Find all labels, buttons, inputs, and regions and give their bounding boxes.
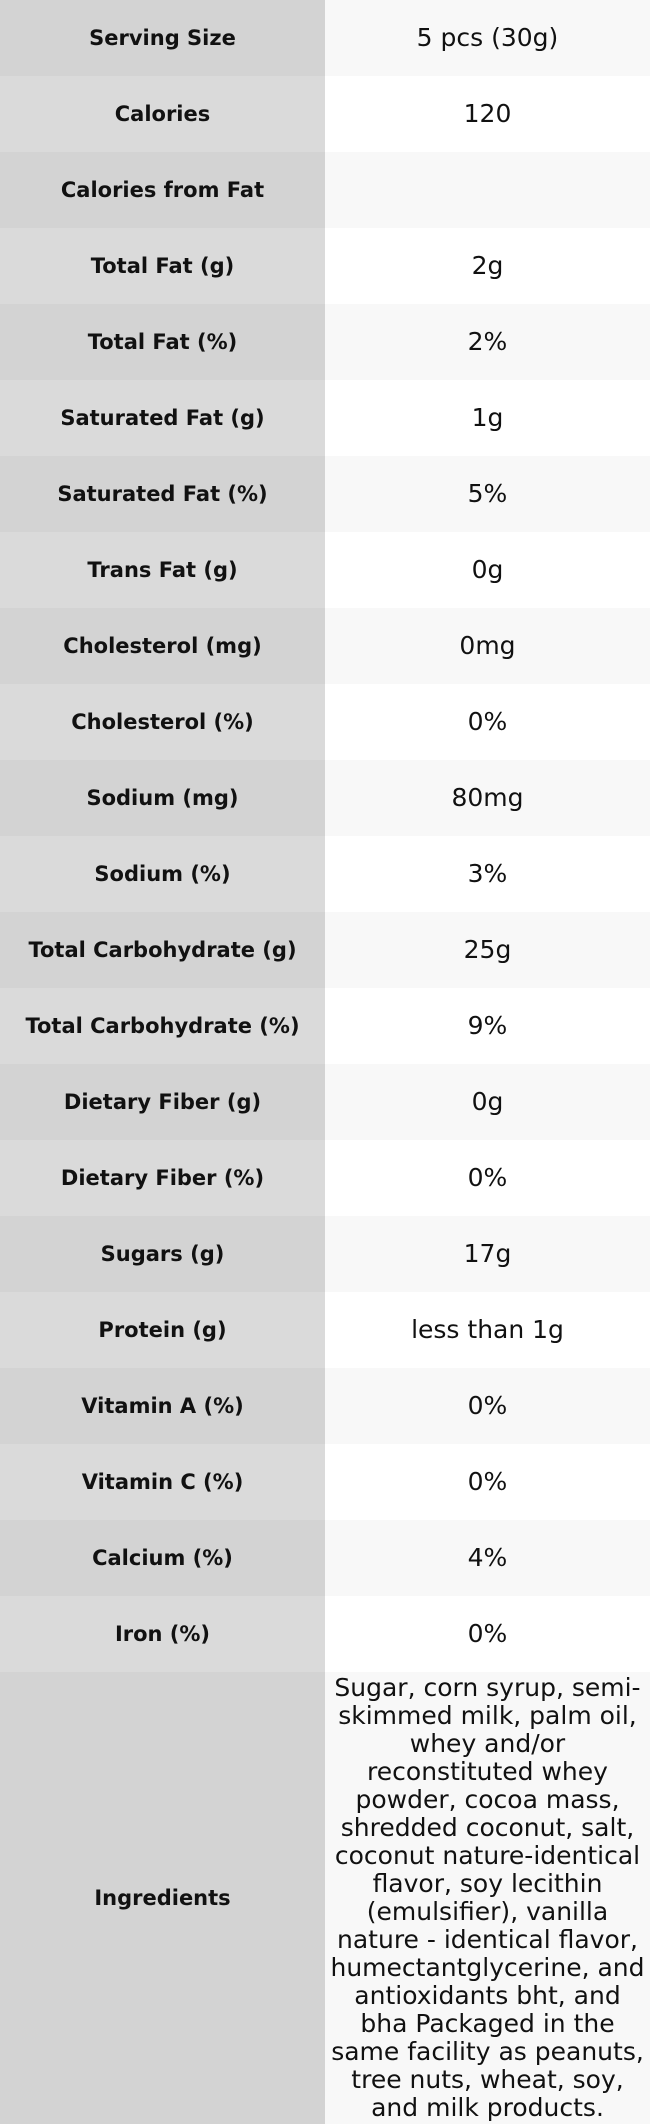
row-label: Dietary Fiber (%) <box>0 1140 325 1216</box>
table-row: Total Carbohydrate (g) 25g <box>0 912 650 988</box>
row-label: Calories <box>0 76 325 152</box>
table-row: Trans Fat (g) 0g <box>0 532 650 608</box>
row-value: 0mg <box>325 608 650 684</box>
row-label: Cholesterol (mg) <box>0 608 325 684</box>
row-value: 0% <box>325 1368 650 1444</box>
table-row: Cholesterol (%) 0% <box>0 684 650 760</box>
row-value: 2% <box>325 304 650 380</box>
row-label: Sodium (%) <box>0 836 325 912</box>
row-label: Trans Fat (g) <box>0 532 325 608</box>
row-value: 4% <box>325 1520 650 1596</box>
table-row: Total Fat (g) 2g <box>0 228 650 304</box>
row-label: Vitamin C (%) <box>0 1444 325 1520</box>
row-value <box>325 152 650 228</box>
row-label: Sugars (g) <box>0 1216 325 1292</box>
row-label: Calcium (%) <box>0 1520 325 1596</box>
row-label: Total Carbohydrate (%) <box>0 988 325 1064</box>
row-label: Iron (%) <box>0 1596 325 1672</box>
table-row: Sodium (mg) 80mg <box>0 760 650 836</box>
row-value: less than 1g <box>325 1292 650 1368</box>
row-label: Dietary Fiber (g) <box>0 1064 325 1140</box>
table-row: Serving Size 5 pcs (30g) <box>0 0 650 76</box>
row-value: 5 pcs (30g) <box>325 0 650 76</box>
row-value: 80mg <box>325 760 650 836</box>
row-value: 2g <box>325 228 650 304</box>
table-row: Dietary Fiber (%) 0% <box>0 1140 650 1216</box>
row-value: 120 <box>325 76 650 152</box>
table-row: Calories from Fat <box>0 152 650 228</box>
row-label: Sodium (mg) <box>0 760 325 836</box>
row-label: Ingredients <box>0 1672 325 2124</box>
table-row: Total Carbohydrate (%) 9% <box>0 988 650 1064</box>
row-label: Vitamin A (%) <box>0 1368 325 1444</box>
table-row: Sugars (g) 17g <box>0 1216 650 1292</box>
table-row: Total Fat (%) 2% <box>0 304 650 380</box>
row-value: 0% <box>325 1444 650 1520</box>
table-row: Saturated Fat (%) 5% <box>0 456 650 532</box>
table-row: Dietary Fiber (g) 0g <box>0 1064 650 1140</box>
row-value: 3% <box>325 836 650 912</box>
row-value: 25g <box>325 912 650 988</box>
row-value: 0% <box>325 684 650 760</box>
table-row: Cholesterol (mg) 0mg <box>0 608 650 684</box>
table-row: Sodium (%) 3% <box>0 836 650 912</box>
row-value: 0g <box>325 1064 650 1140</box>
table-row: Ingredients Sugar, corn syrup, semi-skimm… <box>0 1672 650 2124</box>
row-value: 0% <box>325 1140 650 1216</box>
row-value: 17g <box>325 1216 650 1292</box>
row-label: Saturated Fat (g) <box>0 380 325 456</box>
row-label: Total Fat (%) <box>0 304 325 380</box>
table-row: Protein (g) less than 1g <box>0 1292 650 1368</box>
row-label: Protein (g) <box>0 1292 325 1368</box>
row-label: Calories from Fat <box>0 152 325 228</box>
row-label: Cholesterol (%) <box>0 684 325 760</box>
row-value: Sugar, corn syrup, semi-skimmed milk, pa… <box>325 1672 650 2124</box>
table-row: Vitamin C (%) 0% <box>0 1444 650 1520</box>
row-value: 0% <box>325 1596 650 1672</box>
row-label: Serving Size <box>0 0 325 76</box>
row-label: Saturated Fat (%) <box>0 456 325 532</box>
table-row: Calories 120 <box>0 76 650 152</box>
row-value: 0g <box>325 532 650 608</box>
row-value: 9% <box>325 988 650 1064</box>
table-row: Vitamin A (%) 0% <box>0 1368 650 1444</box>
row-label: Total Carbohydrate (g) <box>0 912 325 988</box>
row-value: 5% <box>325 456 650 532</box>
row-value: 1g <box>325 380 650 456</box>
table-row: Calcium (%) 4% <box>0 1520 650 1596</box>
row-label: Total Fat (g) <box>0 228 325 304</box>
table-row: Iron (%) 0% <box>0 1596 650 1672</box>
table-row: Saturated Fat (g) 1g <box>0 380 650 456</box>
